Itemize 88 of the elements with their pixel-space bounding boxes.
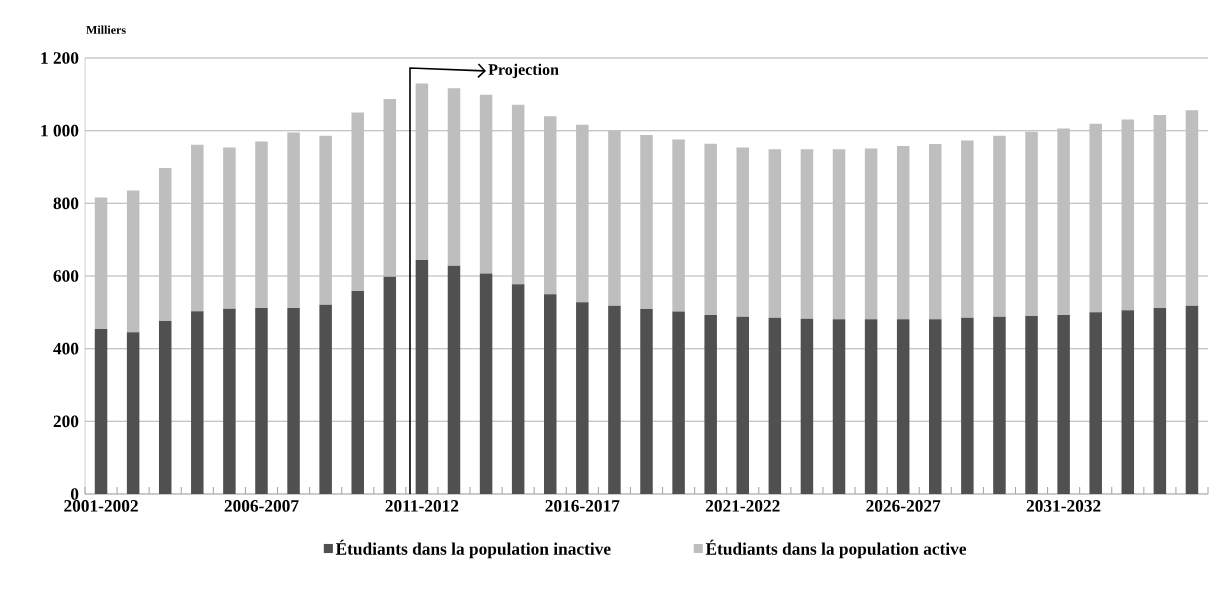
bar bbox=[319, 135, 332, 305]
bar bbox=[544, 116, 557, 295]
bar bbox=[1153, 307, 1167, 494]
bar bbox=[383, 276, 397, 494]
bar bbox=[223, 308, 236, 494]
bar bbox=[511, 284, 525, 494]
bar bbox=[576, 302, 589, 494]
bar bbox=[576, 124, 589, 303]
bar bbox=[191, 311, 204, 494]
x-tick-label: 2026-2027 bbox=[866, 500, 941, 512]
x-tick-label: 2031-2032 bbox=[1026, 500, 1101, 512]
bar bbox=[94, 197, 108, 330]
bar bbox=[126, 332, 140, 494]
bar bbox=[191, 144, 204, 312]
bar bbox=[929, 319, 942, 494]
bar bbox=[736, 316, 750, 494]
bar bbox=[351, 290, 364, 494]
bar bbox=[255, 307, 268, 494]
bar bbox=[1121, 310, 1135, 494]
bar bbox=[832, 149, 846, 320]
bar bbox=[1185, 305, 1199, 494]
bar bbox=[929, 144, 942, 320]
bar bbox=[1153, 115, 1167, 308]
bar bbox=[126, 190, 140, 333]
y-tick-label: 0 bbox=[70, 488, 79, 500]
bar bbox=[255, 141, 268, 308]
bar bbox=[511, 104, 525, 285]
bar bbox=[672, 139, 685, 312]
legend-label: Étudiants dans la population inactive bbox=[335, 539, 611, 559]
bar bbox=[800, 149, 814, 319]
y-tick-label: 600 bbox=[53, 270, 79, 282]
bar bbox=[158, 168, 172, 322]
bar bbox=[94, 329, 108, 494]
bar bbox=[993, 135, 1006, 317]
x-tick-label: 2006-2007 bbox=[224, 500, 299, 512]
bar bbox=[672, 311, 685, 494]
bar bbox=[1025, 315, 1038, 494]
bar bbox=[961, 317, 974, 494]
bar bbox=[383, 99, 397, 277]
bar bbox=[993, 316, 1006, 494]
bar bbox=[768, 149, 782, 318]
bar bbox=[158, 321, 172, 494]
bar bbox=[1121, 119, 1135, 311]
bar bbox=[1089, 312, 1102, 494]
bar bbox=[864, 148, 878, 320]
bar bbox=[800, 318, 814, 494]
bar bbox=[447, 88, 461, 266]
bar bbox=[608, 305, 621, 494]
bar bbox=[736, 147, 750, 317]
y-axis-title: Milliers bbox=[86, 25, 126, 34]
bar bbox=[1057, 314, 1070, 494]
bar bbox=[447, 265, 461, 494]
bar bbox=[1057, 128, 1070, 315]
bar bbox=[351, 112, 364, 291]
bar bbox=[896, 145, 910, 320]
x-tick-label: 2001-2002 bbox=[64, 500, 138, 512]
bar bbox=[287, 307, 300, 494]
bar bbox=[287, 132, 300, 308]
x-tick-label: 2016-2017 bbox=[545, 500, 620, 512]
bar bbox=[640, 309, 653, 494]
bar bbox=[832, 319, 846, 494]
bar bbox=[544, 294, 557, 494]
bar bbox=[1089, 123, 1102, 313]
bar bbox=[640, 135, 653, 310]
y-tick-label: 800 bbox=[53, 197, 79, 210]
y-tick-label: 200 bbox=[53, 415, 79, 428]
bar bbox=[415, 83, 429, 261]
bar bbox=[319, 304, 332, 494]
bar bbox=[961, 140, 974, 318]
y-tick-label: 1 200 bbox=[41, 52, 79, 64]
bar bbox=[896, 319, 910, 494]
y-tick-label: 400 bbox=[53, 342, 79, 355]
bar bbox=[1185, 110, 1199, 306]
bar bbox=[704, 314, 717, 494]
bar bbox=[479, 94, 493, 274]
y-tick-label: 1 000 bbox=[41, 124, 79, 137]
bar bbox=[704, 143, 717, 315]
bar bbox=[768, 317, 782, 494]
bar bbox=[864, 319, 878, 494]
bar bbox=[479, 273, 493, 494]
annotation: Projection bbox=[488, 63, 559, 79]
bar bbox=[223, 147, 236, 309]
x-tick-label: 2021-2022 bbox=[705, 500, 780, 512]
bar bbox=[415, 260, 429, 494]
bar bbox=[1025, 131, 1038, 316]
x-tick-label: 2011-2012 bbox=[385, 500, 459, 512]
bar bbox=[608, 130, 621, 306]
legend-label: Étudiants dans la population active bbox=[705, 539, 967, 559]
